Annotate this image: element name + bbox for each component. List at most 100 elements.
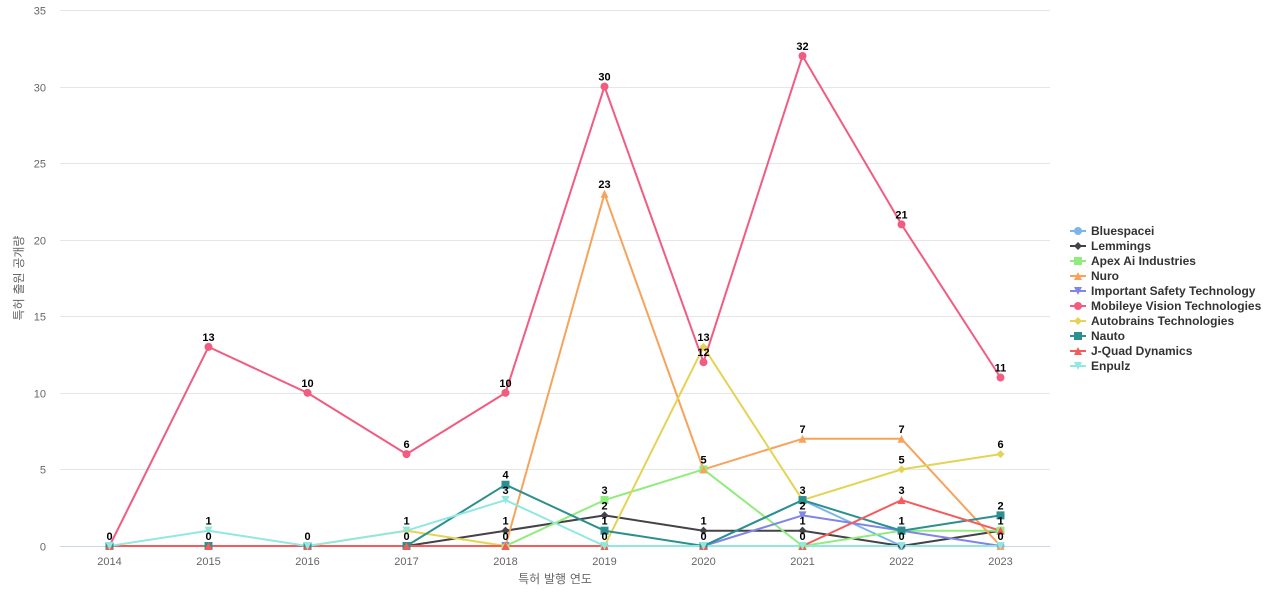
data-point-mobileye-vision-technologies [897,220,906,229]
data-label: 10 [499,378,511,390]
y-tick-label: 5 [40,465,46,477]
data-point-mobileye-vision-technologies [996,373,1005,382]
series-lines [108,54,1002,547]
data-label: 5 [700,454,706,466]
legend-item-lemmings: Lemmings [1070,239,1151,253]
x-tick-label: 2019 [592,556,616,568]
legend-item-autobrains-technologies: Autobrains Technologies [1070,314,1234,328]
data-point-enpulz [402,526,411,535]
legend-label: Enpulz [1091,359,1130,373]
data-point-nuro [600,189,609,198]
data-label: 7 [898,424,904,436]
data-label: 1 [700,516,706,528]
data-point-apex-ai-industries [600,496,609,505]
legend-item-mobileye-vision-technologies: Mobileye Vision Technologies [1070,299,1262,313]
x-tick-label: 2022 [889,556,913,568]
legend-item-nuro: Nuro [1070,269,1119,283]
data-label: 13 [202,332,214,344]
data-label: 1 [205,516,211,528]
data-label: 0 [898,531,904,543]
data-label: 32 [796,41,808,53]
data-label: 0 [106,531,112,543]
series-markers [105,51,1005,550]
data-label: 10 [301,378,313,390]
data-label: 1 [502,516,508,528]
data-point-enpulz [501,496,510,505]
data-label: 1 [898,516,904,528]
data-label: 23 [598,179,610,191]
x-tick-label: 2017 [394,556,418,568]
legend-item-important-safety-technology: Important Safety Technology [1070,284,1256,298]
data-label: 1 [997,516,1003,528]
data-point-enpulz [798,542,807,550]
data-point-nuro [798,434,807,443]
data-label: 5 [898,454,904,466]
data-point-enpulz [699,542,708,550]
data-point-lemmings [501,526,510,535]
legend-item-bluespacei: Bluespacei [1070,224,1154,238]
data-point-enpulz [996,542,1005,550]
data-label: 0 [997,531,1003,543]
data-point-nauto [600,526,609,535]
data-label: 3 [502,485,508,497]
data-label: 21 [895,209,907,221]
legend-label: Nuro [1091,269,1119,283]
legend-marker [1074,302,1082,310]
data-point-j-quad-dynamics [897,496,906,505]
data-point-nauto [996,511,1005,520]
data-point-mobileye-vision-technologies [798,51,807,60]
data-point-enpulz [303,542,312,550]
x-tick-label: 2014 [97,556,121,568]
data-point-j-quad-dynamics [204,542,213,550]
data-point-nauto [897,526,906,535]
x-tick-label: 2020 [691,556,715,568]
data-label: 30 [598,72,610,84]
data-point-nauto [501,480,510,489]
x-tick-label: 2018 [493,556,517,568]
grid-lines [60,10,1050,470]
data-label: 13 [697,332,709,344]
data-label: 1 [601,516,607,528]
data-point-autobrains-technologies [897,465,906,474]
legend-label: Important Safety Technology [1091,284,1256,298]
legend-label: Lemmings [1091,239,1151,253]
data-label: 4 [502,470,509,482]
x-tick-label: 2015 [196,556,220,568]
y-tick-label: 10 [34,389,46,401]
y-axis-ticks: 0 5 10 15 20 25 30 35 [34,6,46,554]
data-point-j-quad-dynamics [996,526,1005,535]
series-line-mobileye-vision-technologies [108,54,1002,547]
legend-item-apex-ai-industries: Apex Ai Industries [1070,254,1196,268]
data-point-enpulz [105,542,114,550]
legend-marker [1074,257,1082,265]
x-tick-label: 2021 [790,556,814,568]
data-label: 6 [403,439,409,451]
legend-marker [1074,332,1082,340]
data-label: 3 [799,485,805,497]
data-labels: 0131010061010431030233210131251032732102… [106,41,1006,543]
data-label: 3 [898,485,904,497]
data-label: 11 [995,363,1007,375]
y-tick-label: 30 [34,83,46,95]
data-point-mobileye-vision-technologies [699,358,708,367]
x-tick-label: 2016 [295,556,319,568]
data-label: 1 [799,516,805,528]
data-point-enpulz [204,526,213,535]
legend-marker [1074,227,1082,235]
legend-marker [1074,347,1082,355]
data-label: 0 [700,531,706,543]
legend-item-nauto: Nauto [1070,329,1125,343]
y-tick-label: 35 [34,6,46,18]
data-point-lemmings [699,526,708,535]
data-label: 12 [697,347,709,359]
legend-label: Nauto [1091,329,1125,343]
legend-marker [1074,287,1082,295]
data-point-mobileye-vision-technologies [402,450,411,459]
legend-label: J-Quad Dynamics [1091,344,1193,358]
data-point-mobileye-vision-technologies [600,82,609,91]
data-label: 0 [799,531,805,543]
data-point-important-safety-technology [798,511,807,520]
data-point-lemmings [798,526,807,535]
